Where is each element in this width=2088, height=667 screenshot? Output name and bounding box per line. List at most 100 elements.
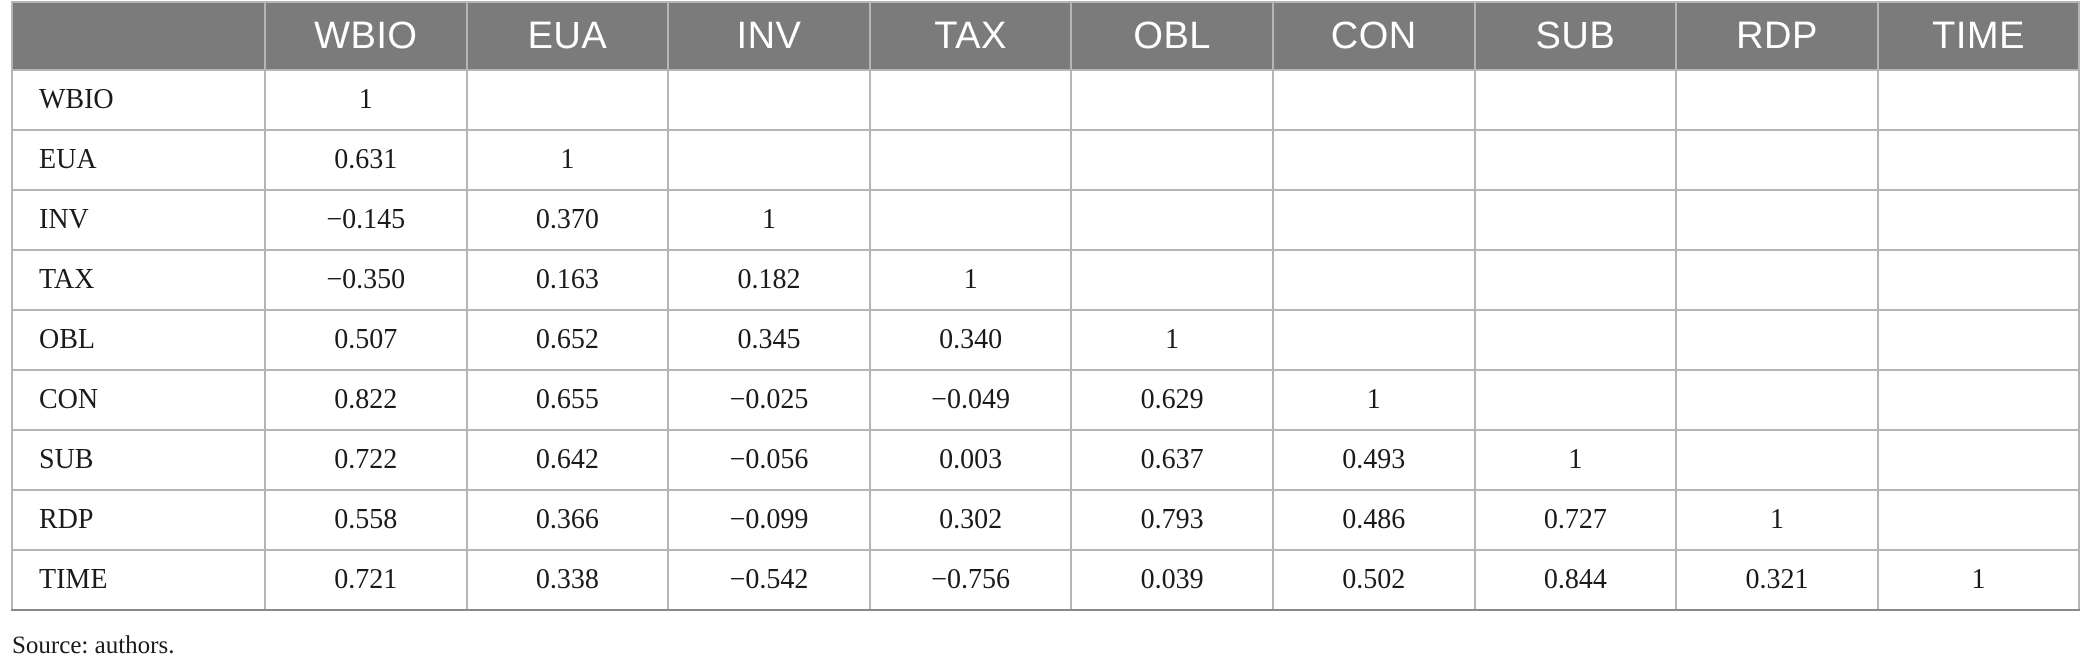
table-cell: −0.099 xyxy=(667,489,871,551)
table-cell xyxy=(868,129,1073,191)
table-cell: 0.652 xyxy=(465,309,670,371)
header-cell-tax: TAX xyxy=(868,1,1073,71)
header-cell-rdp: RDP xyxy=(1675,1,1879,71)
header-cell-inv: INV xyxy=(667,1,871,71)
table-cell: −0.145 xyxy=(264,189,468,251)
table-cell: 1 xyxy=(465,129,670,191)
table-cell: −0.350 xyxy=(264,249,468,311)
row-label: RDP xyxy=(11,489,266,551)
header-cell-wbio: WBIO xyxy=(264,1,468,71)
table-cell xyxy=(1675,129,1879,191)
table-cell: 0.721 xyxy=(264,549,468,611)
table-cell: 0.321 xyxy=(1675,549,1879,611)
table-cell xyxy=(1473,309,1678,371)
table-cell: 0.003 xyxy=(868,429,1073,491)
table-cell: 1 xyxy=(1473,429,1678,491)
table-cell: 1 xyxy=(1876,549,2081,611)
table-cell xyxy=(1675,69,1879,131)
header-cell-con: CON xyxy=(1271,1,1476,71)
row-label: TAX xyxy=(11,249,266,311)
correlation-table: WBIO EUA INV TAX OBL CON SUB RDP TIME WB… xyxy=(11,1,2081,611)
table-cell xyxy=(1271,129,1476,191)
table-cell: 1 xyxy=(667,189,871,251)
table-cell xyxy=(1473,369,1678,431)
table-cell xyxy=(1876,369,2081,431)
table-cell: −0.049 xyxy=(868,369,1073,431)
row-label: OBL xyxy=(11,309,266,371)
table-source-caption: Source: authors. xyxy=(12,632,175,659)
row-label: SUB xyxy=(11,429,266,491)
table-cell xyxy=(868,189,1073,251)
table-cell: 1 xyxy=(1675,489,1879,551)
table-cell: 0.345 xyxy=(667,309,871,371)
table-cell: 0.182 xyxy=(667,249,871,311)
correlation-table-container: WBIO EUA INV TAX OBL CON SUB RDP TIME WB… xyxy=(11,1,2081,611)
table-cell: 0.629 xyxy=(1070,369,1274,431)
table-row: CON 0.822 0.655 −0.025 −0.049 0.629 1 xyxy=(11,369,2081,431)
table-cell xyxy=(1070,189,1274,251)
table-cell: 0.558 xyxy=(264,489,468,551)
header-cell-eua: EUA xyxy=(465,1,670,71)
table-cell xyxy=(1271,189,1476,251)
table-cell: 0.642 xyxy=(465,429,670,491)
header-cell-obl: OBL xyxy=(1070,1,1274,71)
table-cell: 0.302 xyxy=(868,489,1073,551)
table-cell xyxy=(1876,429,2081,491)
table-cell: 1 xyxy=(264,69,468,131)
table-cell xyxy=(1876,309,2081,371)
table-cell: 0.507 xyxy=(264,309,468,371)
table-cell xyxy=(1070,249,1274,311)
table-cell: −0.056 xyxy=(667,429,871,491)
row-label: WBIO xyxy=(11,69,266,131)
table-cell: 1 xyxy=(1271,369,1476,431)
table-cell xyxy=(1675,309,1879,371)
table-cell: 0.338 xyxy=(465,549,670,611)
table-row: RDP 0.558 0.366 −0.099 0.302 0.793 0.486… xyxy=(11,489,2081,551)
table-row: WBIO 1 xyxy=(11,69,2081,131)
row-label: EUA xyxy=(11,129,266,191)
table-cell xyxy=(1271,309,1476,371)
table-cell: 0.366 xyxy=(465,489,670,551)
table-cell xyxy=(1876,189,2081,251)
table-cell: 0.340 xyxy=(868,309,1073,371)
table-cell: 0.486 xyxy=(1271,489,1476,551)
table-cell: 0.502 xyxy=(1271,549,1476,611)
table-row: SUB 0.722 0.642 −0.056 0.003 0.637 0.493… xyxy=(11,429,2081,491)
table-cell: 0.793 xyxy=(1070,489,1274,551)
table-row: OBL 0.507 0.652 0.345 0.340 1 xyxy=(11,309,2081,371)
table-cell: 0.493 xyxy=(1271,429,1476,491)
table-cell: 1 xyxy=(1070,309,1274,371)
table-cell xyxy=(1070,69,1274,131)
table-cell xyxy=(1271,249,1476,311)
table-cell: 0.370 xyxy=(465,189,670,251)
table-cell xyxy=(1070,129,1274,191)
table-cell xyxy=(1675,249,1879,311)
table-cell xyxy=(1876,69,2081,131)
table-cell: 0.722 xyxy=(264,429,468,491)
table-cell xyxy=(667,129,871,191)
table-cell: 1 xyxy=(868,249,1073,311)
table-cell xyxy=(667,69,871,131)
table-cell: 0.637 xyxy=(1070,429,1274,491)
table-cell xyxy=(1876,489,2081,551)
table-row: TIME 0.721 0.338 −0.542 −0.756 0.039 0.5… xyxy=(11,549,2081,611)
table-cell xyxy=(1473,189,1678,251)
table-cell xyxy=(1271,69,1476,131)
table-cell: 0.655 xyxy=(465,369,670,431)
table-cell: 0.631 xyxy=(264,129,468,191)
table-row: TAX −0.350 0.163 0.182 1 xyxy=(11,249,2081,311)
table-row: EUA 0.631 1 xyxy=(11,129,2081,191)
header-cell-sub: SUB xyxy=(1473,1,1678,71)
table-cell xyxy=(1473,249,1678,311)
table-cell xyxy=(1473,69,1678,131)
table-row: INV −0.145 0.370 1 xyxy=(11,189,2081,251)
table-cell xyxy=(1473,129,1678,191)
table-header-row: WBIO EUA INV TAX OBL CON SUB RDP TIME xyxy=(11,1,2081,71)
table-cell: 0.727 xyxy=(1473,489,1678,551)
table-cell: −0.542 xyxy=(667,549,871,611)
table-cell xyxy=(1675,189,1879,251)
row-label: CON xyxy=(11,369,266,431)
table-cell: 0.039 xyxy=(1070,549,1274,611)
table-cell xyxy=(868,69,1073,131)
table-cell: −0.756 xyxy=(868,549,1073,611)
